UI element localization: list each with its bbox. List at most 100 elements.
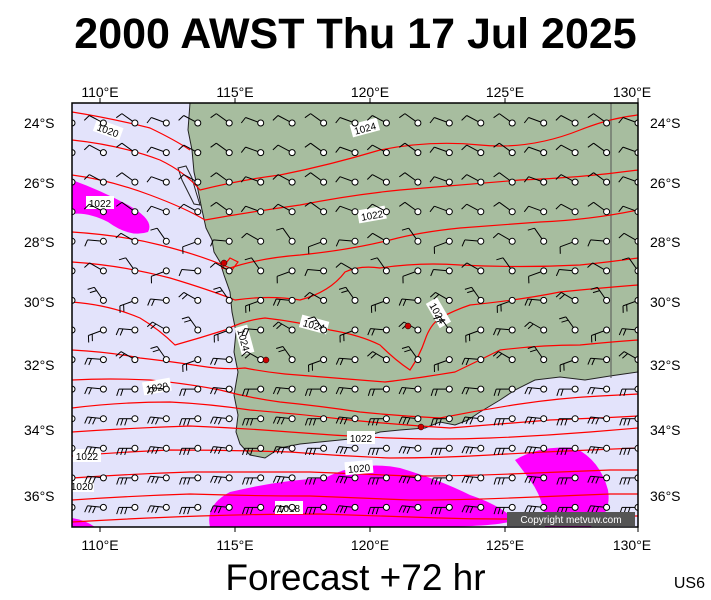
- wind-barb: [493, 172, 516, 186]
- svg-text:1022: 1022: [360, 209, 384, 224]
- wind-barb: [493, 142, 516, 157]
- wind-barb: [146, 321, 170, 334]
- wind-barb: [587, 415, 611, 425]
- wind-barb: [84, 262, 107, 275]
- shark-bay: [177, 165, 201, 206]
- wind-barb: [304, 385, 328, 396]
- wind-barb: [178, 174, 202, 186]
- wind-barb: [461, 144, 485, 157]
- wind-barb: [272, 444, 296, 455]
- wind-barb: [587, 503, 611, 514]
- lat-label: 30°S: [650, 294, 681, 310]
- wind-barb: [496, 257, 516, 275]
- latitude-labels-right: 24°S 26°S 28°S 30°S 32°S 34°S 36°S: [650, 115, 681, 504]
- wind-barb: [335, 356, 359, 366]
- svg-text:1022: 1022: [89, 199, 112, 210]
- wind-barb: [242, 385, 265, 396]
- wind-barb: [527, 346, 548, 364]
- lat-label: 34°S: [24, 422, 55, 438]
- wind-barb: [461, 203, 485, 216]
- city-marker: [262, 356, 270, 364]
- wind-barb: [146, 205, 170, 216]
- wind-barb: [430, 444, 453, 456]
- wind-barb: [587, 385, 611, 395]
- wind-barb: [335, 385, 359, 395]
- wind-barb: [461, 262, 485, 275]
- wind-barb: [524, 296, 548, 306]
- wind-barb: [276, 227, 296, 245]
- wind-barb: [118, 257, 139, 275]
- wind-barb: [587, 237, 611, 247]
- wind-barb: [178, 115, 202, 127]
- wind-barb: [591, 326, 611, 343]
- wind-barb: [240, 176, 265, 186]
- wind-barb: [276, 267, 296, 284]
- wind-barb: [461, 415, 485, 425]
- wind-barb: [84, 474, 107, 484]
- wind-barb: [335, 205, 359, 216]
- wind-barb: [555, 267, 579, 277]
- city-marker: [404, 322, 412, 330]
- wind-barb: [304, 201, 328, 216]
- wind-barb: [402, 267, 422, 284]
- lat-label: 26°S: [650, 175, 681, 191]
- wind-barb: [179, 503, 202, 515]
- wind-barb: [210, 172, 233, 186]
- wind-barb: [492, 351, 516, 364]
- wind-barb: [272, 321, 296, 334]
- wind-barb: [83, 174, 107, 186]
- wind-barb: [367, 415, 390, 426]
- wind-barb: [524, 474, 548, 484]
- wind-barb: [587, 262, 611, 275]
- wind-barb: [210, 237, 233, 247]
- wind-barb: [429, 291, 453, 304]
- wind-barb: [272, 203, 296, 216]
- lon-label: 115°E: [216, 537, 253, 553]
- lon-label: 120°E: [351, 537, 389, 553]
- wind-barb: [209, 262, 233, 275]
- axis-ticks: [99, 98, 639, 532]
- wind-barb: [461, 503, 485, 514]
- wind-barb: [308, 237, 328, 254]
- wind-barb: [399, 201, 422, 216]
- wind-barb: [241, 351, 265, 364]
- lon-label: 115°E: [216, 84, 253, 100]
- wind-barb: [366, 203, 390, 216]
- wind-barb: [335, 503, 359, 514]
- wind-barb: [366, 115, 390, 127]
- map-title: 2000 AWST Thu 17 Jul 2025: [74, 10, 637, 58]
- wind-barb: [147, 415, 170, 425]
- wind-barb: [528, 267, 548, 284]
- wind-barb: [524, 444, 548, 455]
- wind-barb: [587, 172, 611, 186]
- wind-barb: [523, 205, 548, 216]
- wind-barb: [210, 503, 233, 514]
- wind-barb: [150, 346, 170, 364]
- wind-barb: [115, 326, 139, 336]
- map-area: 1020 1022 1024 1022 1024 1024 1024 1020 …: [72, 103, 638, 527]
- wind-barb: [587, 356, 611, 366]
- lon-label: 110°E: [81, 537, 118, 553]
- wind-barb: [179, 474, 202, 485]
- wind-barb: [587, 142, 611, 157]
- wind-barb: [587, 474, 611, 484]
- wind-barb: [241, 232, 265, 245]
- wind-barb: [366, 174, 390, 186]
- wind-barb: [619, 474, 638, 485]
- lat-label: 32°S: [650, 357, 681, 373]
- wind-barb: [240, 117, 265, 127]
- wind-barb: [590, 286, 611, 304]
- region-code: US6: [673, 575, 705, 592]
- wind-barb: [367, 326, 390, 336]
- wind-barb: [367, 385, 390, 396]
- lon-label: 125°E: [486, 537, 524, 553]
- strong-wind-area: [515, 447, 609, 527]
- wind-barb: [399, 113, 422, 127]
- wind-barb: [556, 474, 579, 485]
- wind-barb: [307, 316, 328, 334]
- wind-barb: [493, 503, 516, 515]
- wind-barb: [496, 296, 516, 313]
- wind-barb: [150, 227, 170, 245]
- wind-barb: [555, 115, 579, 127]
- wind-barb: [146, 117, 170, 127]
